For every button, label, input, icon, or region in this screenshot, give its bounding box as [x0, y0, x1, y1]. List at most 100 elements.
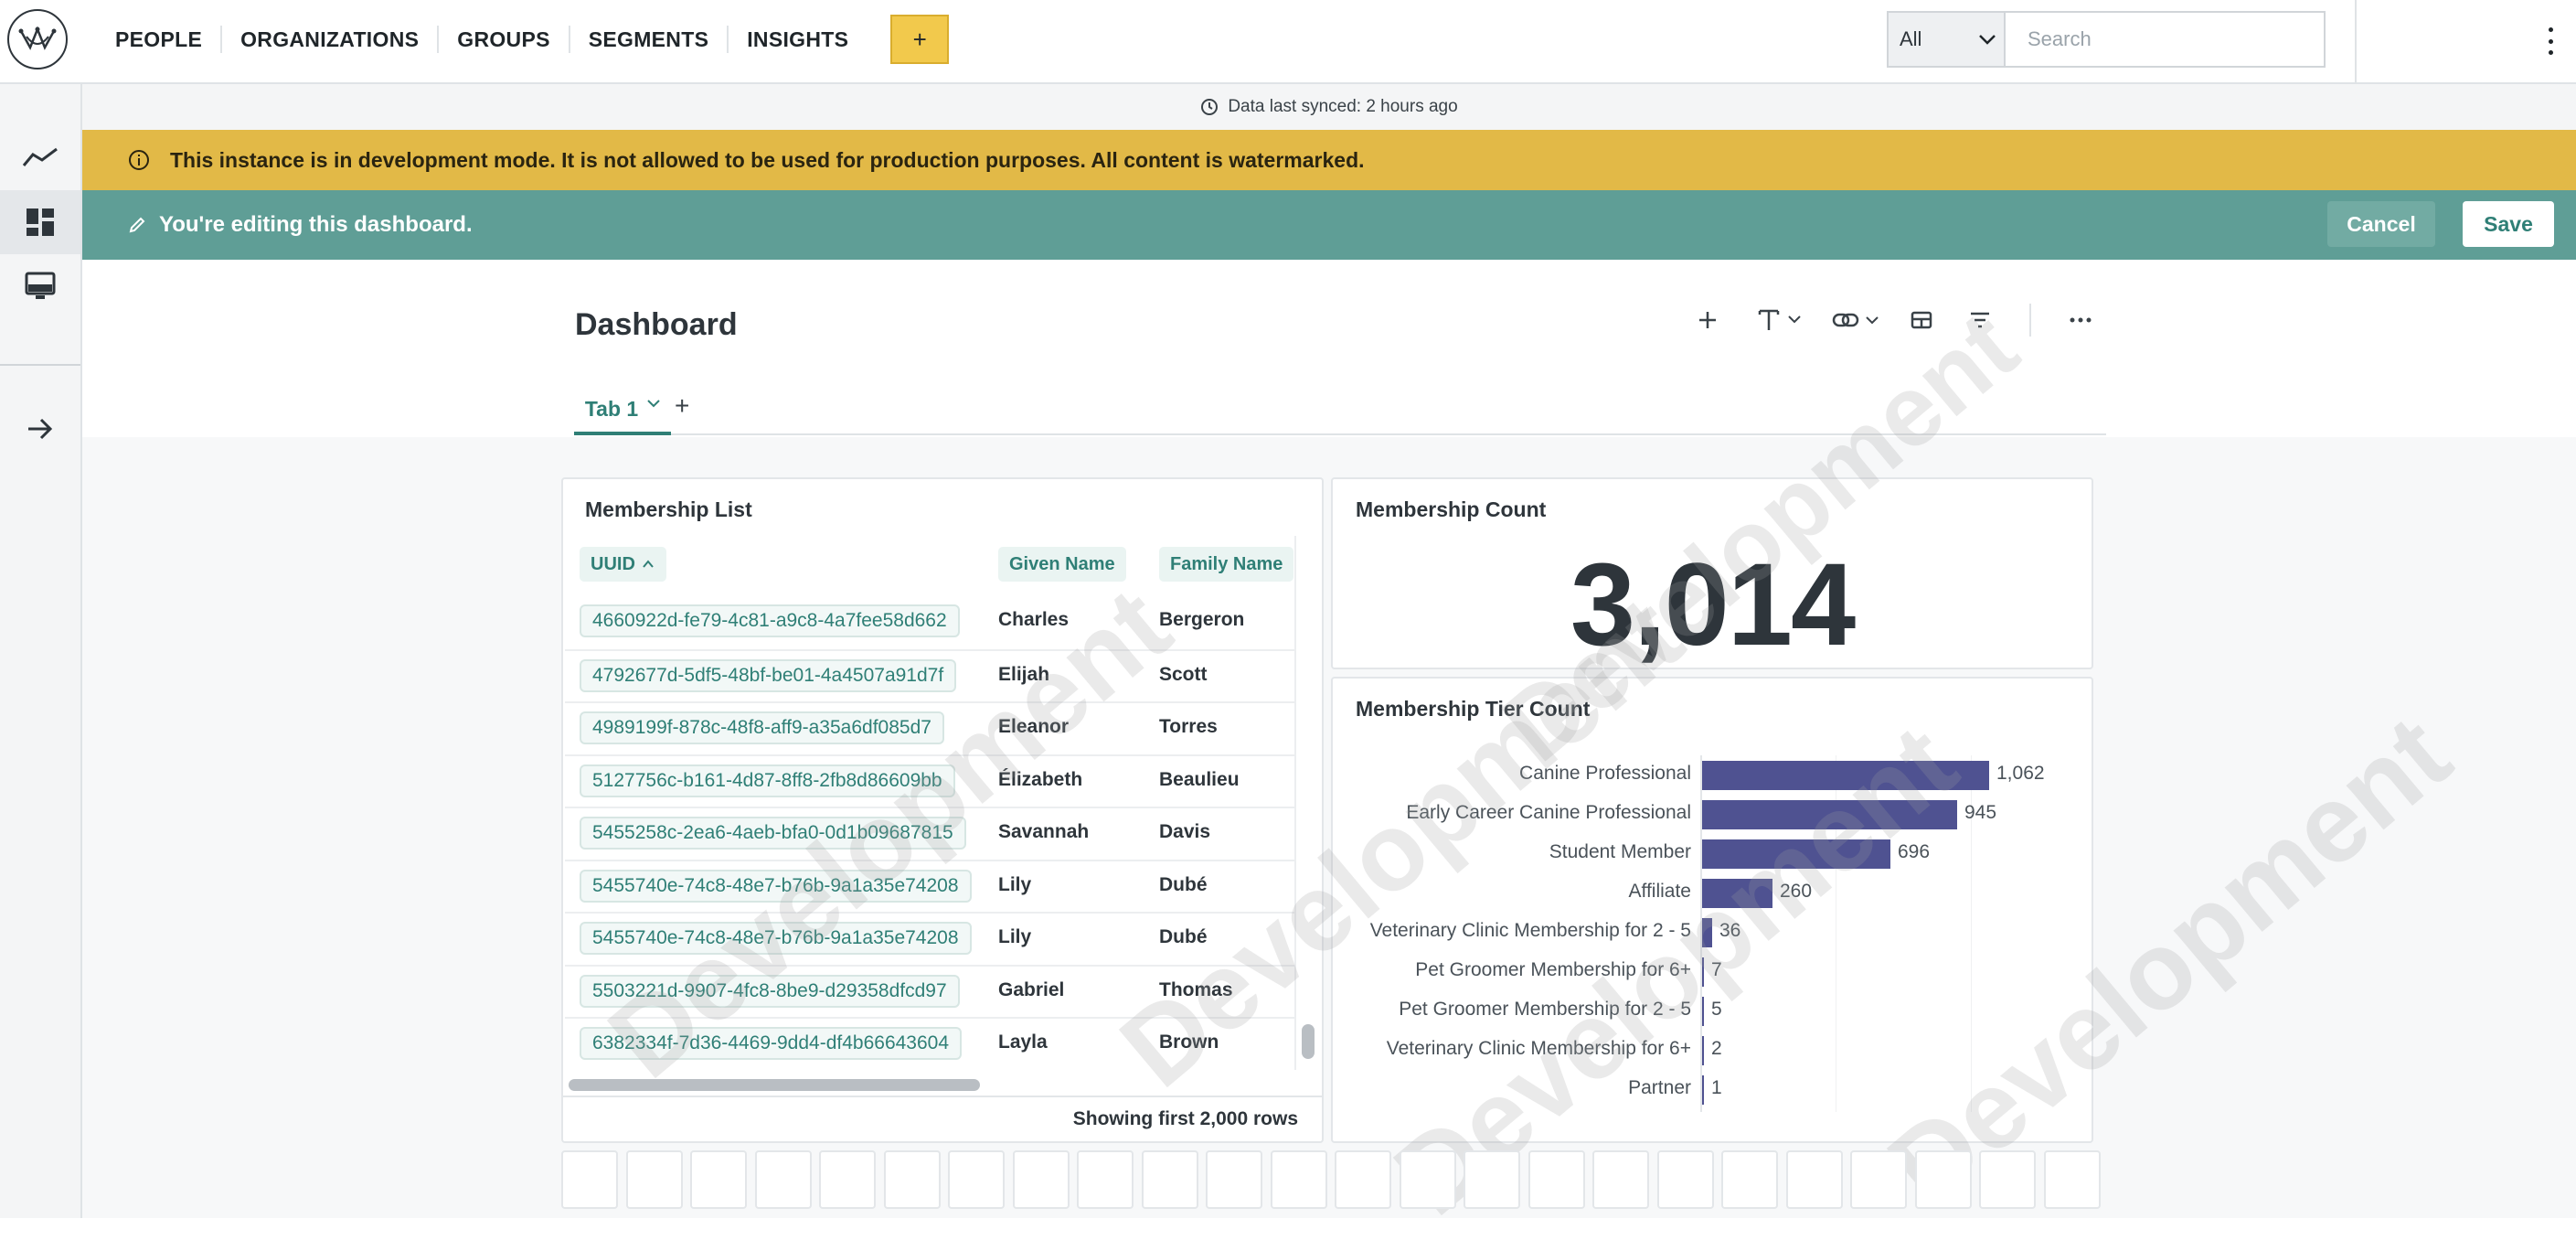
table-row[interactable]: 4660922d-fe79-4c81-a9c8-4a7fee58d662 Char… [565, 596, 1296, 648]
bar[interactable] [1702, 839, 1890, 869]
info-icon [129, 150, 149, 170]
table-row[interactable]: 5503221d-9907-4fc8-8be9-d29358dfcd97 Gabr… [565, 964, 1296, 1017]
save-button[interactable]: Save [2463, 201, 2554, 247]
tabs-underline [574, 433, 2106, 435]
search-input[interactable] [2028, 27, 2302, 51]
empty-grid-cell [1850, 1150, 1907, 1209]
empty-grid-cell [948, 1150, 1005, 1209]
empty-grid-cell [1012, 1150, 1070, 1209]
column-header-given-name-label: Given Name [1009, 553, 1115, 574]
given-name-cell: Lily [998, 926, 1032, 947]
add-section-button[interactable] [1903, 302, 1940, 338]
given-name-cell: Eleanor [998, 716, 1070, 737]
bar[interactable] [1702, 997, 1704, 1026]
table-row[interactable]: 5455740e-74c8-48e7-b76b-9a1a35e74208 Lily… [565, 912, 1296, 964]
empty-grid-cell [883, 1150, 941, 1209]
add-tab-button[interactable]: + [675, 391, 690, 420]
bar-value-label: 7 [1711, 959, 1722, 980]
uuid-link[interactable]: 4989199f-878c-48f8-aff9-a35a6df085d7 [580, 711, 944, 744]
search-scope-select[interactable]: All [1887, 11, 2006, 68]
family-name-cell: Davis [1159, 821, 1211, 842]
table-row[interactable]: 5455740e-74c8-48e7-b76b-9a1a35e74208 Lily… [565, 859, 1296, 912]
family-name-cell: Brown [1159, 1032, 1219, 1053]
add-text-button[interactable] [1746, 302, 1821, 338]
table-row[interactable]: 5127756c-b161-4d87-8ff8-2fb8d86609bb Éliz… [565, 754, 1296, 807]
empty-grid-cell [1979, 1150, 2036, 1209]
vertical-scrollbar-thumb[interactable] [1302, 1024, 1315, 1059]
trend-line-icon [22, 147, 58, 166]
column-header-family-name[interactable]: Family Name [1159, 547, 1294, 582]
column-header-uuid[interactable]: UUID [580, 547, 666, 582]
family-name-cell: Beaulieu [1159, 768, 1240, 790]
add-filter-button[interactable] [1962, 302, 1998, 338]
membership-count-title: Membership Count [1356, 497, 1547, 521]
bar-category-label: Partner [1628, 1077, 1691, 1098]
uuid-link[interactable]: 5455740e-74c8-48e7-b76b-9a1a35e74208 [580, 922, 972, 955]
bar[interactable] [1702, 761, 1989, 790]
empty-grid-cell [1914, 1150, 1972, 1209]
table-column-edge [1294, 536, 1296, 1070]
bar[interactable] [1702, 1075, 1704, 1105]
section-layout-icon [1911, 311, 1932, 329]
empty-grid-cell [1464, 1150, 1520, 1209]
search-field[interactable] [2004, 11, 2326, 68]
more-actions-button[interactable] [2062, 302, 2099, 338]
sidebar-analytics[interactable] [0, 126, 80, 190]
bar[interactable] [1702, 918, 1712, 947]
given-name-cell: Savannah [998, 821, 1090, 842]
text-format-icon [1758, 309, 1801, 330]
add-link-button[interactable] [1828, 302, 1890, 338]
tab-menu-chevron-icon[interactable] [645, 397, 662, 410]
family-name-cell: Thomas [1159, 978, 1233, 1000]
sync-status-text: Data last synced: 2 hours ago [1228, 97, 1458, 116]
table-row[interactable]: 4989199f-878c-48f8-aff9-a35a6df085d7 Elea… [565, 701, 1296, 754]
tab-1[interactable]: Tab 1 [574, 386, 671, 435]
bar-value-label: 2 [1711, 1038, 1722, 1059]
membership-tier-title: Membership Tier Count [1356, 697, 1591, 721]
empty-grid-cell [1206, 1150, 1262, 1209]
sidebar-dashboards[interactable] [0, 190, 80, 254]
edit-mode-text: You're editing this dashboard. [159, 212, 473, 237]
nav-insights[interactable]: INSIGHTS [747, 27, 849, 51]
main-nav: PEOPLE ORGANIZATIONS GROUPS SEGMENTS INS… [97, 0, 950, 79]
uuid-link[interactable]: 5127756c-b161-4d87-8ff8-2fb8d86609bb [580, 764, 955, 797]
empty-grid-cell [1399, 1150, 1456, 1209]
table-row[interactable]: 6382334f-7d36-4469-9dd4-df4b66643604 Layl… [565, 1017, 1296, 1069]
bar-category-label: Canine Professional [1519, 763, 1691, 784]
uuid-link[interactable]: 5455258c-2ea6-4aeb-bfa0-0d1b09687815 [580, 817, 966, 850]
uuid-link[interactable]: 4660922d-fe79-4c81-a9c8-4a7fee58d662 [580, 604, 960, 637]
development-mode-banner: This instance is in development mode. It… [82, 130, 2576, 190]
nav-groups[interactable]: GROUPS [439, 26, 570, 53]
bar[interactable] [1702, 1036, 1704, 1065]
link-icon [1832, 313, 1879, 327]
nav-segments[interactable]: SEGMENTS [570, 26, 729, 53]
nav-people[interactable]: PEOPLE [97, 26, 223, 53]
app-logo[interactable] [7, 9, 68, 69]
chart-axis-line [1700, 755, 1702, 1112]
bar[interactable] [1702, 800, 1957, 829]
dashboard-grid-background [82, 437, 2576, 1218]
more-options-icon[interactable] [2541, 27, 2560, 55]
membership-count-card [1331, 477, 2093, 669]
sidebar-reports[interactable] [0, 254, 80, 318]
table-row[interactable]: 4792677d-5df5-48bf-be01-4a4507a91d7f Elij… [565, 648, 1296, 701]
bar[interactable] [1702, 879, 1772, 908]
bar[interactable] [1702, 957, 1704, 987]
empty-grid-cell [625, 1150, 683, 1209]
membership-list-title: Membership List [585, 497, 752, 521]
horizontal-scrollbar-thumb[interactable] [569, 1079, 980, 1091]
add-card-button[interactable] [1689, 302, 1726, 338]
sort-ascending-icon [643, 560, 654, 568]
sidebar-divider [0, 364, 80, 366]
table-row[interactable]: 5455258c-2ea6-4aeb-bfa0-0d1b09687815 Sava… [565, 807, 1296, 859]
cancel-button[interactable]: Cancel [2327, 201, 2435, 247]
column-header-given-name[interactable]: Given Name [998, 547, 1126, 582]
uuid-link[interactable]: 6382334f-7d36-4469-9dd4-df4b66643604 [580, 1027, 963, 1060]
quick-add-button[interactable]: + [890, 15, 950, 64]
uuid-link[interactable]: 5455740e-74c8-48e7-b76b-9a1a35e74208 [580, 869, 972, 903]
nav-organizations[interactable]: ORGANIZATIONS [222, 26, 440, 53]
uuid-link[interactable]: 4792677d-5df5-48bf-be01-4a4507a91d7f [580, 658, 957, 692]
sidebar-expand[interactable] [0, 397, 80, 461]
uuid-link[interactable]: 5503221d-9907-4fc8-8be9-d29358dfcd97 [580, 974, 960, 1008]
crown-logo-icon [18, 26, 57, 50]
